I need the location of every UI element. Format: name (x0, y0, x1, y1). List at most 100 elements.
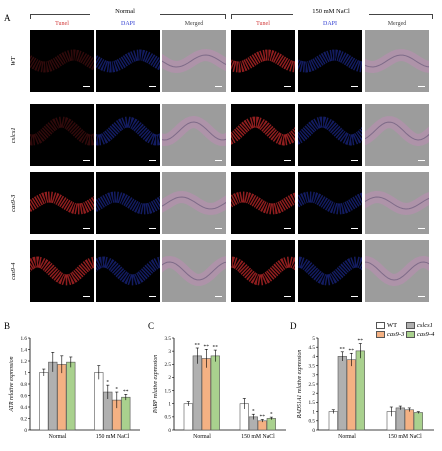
scale-bar (149, 159, 156, 161)
micrograph-0-1 (96, 30, 160, 92)
y-tick-label: 1.2 (21, 359, 28, 365)
column-label-4: DAPI (322, 21, 337, 27)
category-label: Normal (338, 434, 356, 440)
scale-bar (351, 227, 358, 229)
micrograph-1-1 (96, 104, 160, 166)
category-label: Normal (49, 434, 67, 440)
y-tick-label: 2.5 (309, 382, 316, 388)
legend-item: cslcs1 (406, 322, 433, 330)
y-tick-label: 3 (312, 373, 315, 379)
significance-label: ** (123, 389, 129, 395)
y-tick-label: 0.8 (21, 382, 28, 388)
significance-label: ** (213, 345, 219, 351)
micrograph-0-4 (298, 30, 362, 92)
micrograph-2-0 (30, 172, 94, 234)
significance-label: * (106, 380, 109, 386)
micrograph-3-4 (298, 240, 362, 302)
chart-b-atr: 0 0.2 0.4 0.6 0.8 1 1.2 1.4 1.6 ATR relative expr… (9, 336, 140, 440)
y-tick-label: 1.5 (165, 388, 172, 394)
condition-normal-label: Normal (90, 8, 160, 16)
micrograph-2-1 (96, 172, 160, 234)
significance-label: * (252, 409, 255, 415)
significance-label: * (115, 387, 118, 393)
y-tick-label: 0 (24, 428, 27, 434)
y-tick-label: 1 (168, 402, 171, 408)
category-label: 150 mM NaCl (388, 434, 422, 440)
significance-label: ** (260, 414, 266, 420)
bar (39, 372, 49, 431)
legend-swatch (406, 331, 415, 339)
category-label: Normal (193, 434, 211, 440)
bar (201, 358, 211, 431)
scale-bar (83, 159, 90, 161)
y-tick-label: 1 (24, 370, 27, 376)
scale-bar (418, 295, 425, 297)
y-tick-label: 0.6 (21, 393, 28, 399)
legend-label: cslcs1 (417, 322, 433, 329)
y-tick-label: 2.5 (165, 362, 172, 368)
y-tick-label: 1.5 (309, 400, 316, 406)
y-axis-label: ATR relative expression (9, 356, 15, 412)
significance-label: ** (195, 342, 201, 348)
y-axis-label: RAD51A1 relative expression (297, 350, 303, 420)
y-tick-label: 0.4 (21, 405, 28, 411)
scale-bar (149, 295, 156, 297)
micrograph-2-5 (365, 172, 429, 234)
significance-label: * (270, 412, 273, 418)
column-label-5: Merged (387, 21, 407, 27)
micrograph-2-4 (298, 172, 362, 234)
condition-nacl-label: 150 mM NaCl (293, 8, 369, 16)
scale-bar (149, 85, 156, 87)
column-label-0: Tunel (55, 21, 69, 27)
scale-bar (83, 85, 90, 87)
micrograph-1-2 (162, 104, 226, 166)
micrograph-3-0 (30, 240, 94, 302)
bar (404, 409, 414, 431)
bar (66, 361, 76, 431)
legend-label: cas9-3 (387, 331, 405, 338)
row-label-2: cas9-3 (9, 194, 17, 212)
row-label-1: cslcs1 (9, 127, 17, 144)
bar (266, 418, 276, 431)
micrograph-0-0 (30, 30, 94, 92)
scale-bar (215, 85, 222, 87)
micrograph-0-5 (365, 30, 429, 92)
y-tick-label: 2 (168, 375, 171, 381)
micrograph-0-3 (231, 30, 295, 92)
bar (210, 355, 220, 431)
bar (395, 407, 405, 431)
y-tick-label: 3.5 (165, 336, 172, 342)
y-tick-label: 0 (312, 428, 315, 434)
micrograph-1-3 (231, 104, 295, 166)
significance-label: ** (349, 348, 355, 354)
micrograph-3-3 (231, 240, 295, 302)
micrograph-1-0 (30, 104, 94, 166)
category-label: 150 mM NaCl (241, 434, 275, 440)
panel-d-letter: D (290, 321, 297, 331)
y-tick-label: 4 (312, 354, 315, 360)
column-label-2: Merged (184, 21, 204, 27)
bar (94, 372, 104, 431)
scale-bar (351, 159, 358, 161)
scale-bar (284, 295, 291, 297)
y-tick-label: 0 (168, 428, 171, 434)
micrograph-1-5 (365, 104, 429, 166)
y-tick-label: 3 (168, 349, 171, 355)
bar (328, 411, 338, 431)
y-tick-label: 0.5 (165, 415, 172, 421)
bar (413, 412, 423, 431)
y-tick-label: 5 (312, 336, 315, 342)
significance-label: ** (204, 344, 210, 350)
scale-bar (215, 295, 222, 297)
scale-bar (418, 227, 425, 229)
chart-d-rad51a1: 0 0.5 1 1.5 2 2.5 3 3.5 4 4.5 5 RAD51A1 relative ex… (297, 336, 434, 440)
chart-c-parp: 0 0.5 1 1.5 2 2.5 3 3.5 PARP relative expression… (153, 336, 286, 440)
scale-bar (215, 159, 222, 161)
micrograph-3-2 (162, 240, 226, 302)
legend-swatch (376, 322, 385, 330)
bar (346, 359, 356, 431)
bar (183, 403, 193, 431)
bar (257, 420, 267, 431)
legend-label: cas9-4 (417, 331, 435, 338)
bar (355, 350, 365, 431)
